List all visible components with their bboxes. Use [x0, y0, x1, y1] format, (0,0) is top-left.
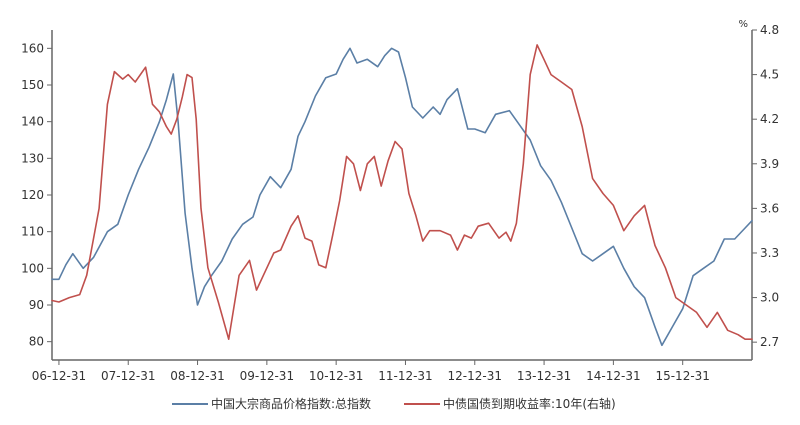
- left-axis-tick-label: 160: [21, 41, 44, 55]
- axes-layer: %: [51, 19, 753, 361]
- x-axis-tick-label: 13-12-31: [517, 369, 571, 383]
- left-axis-tick-label: 80: [29, 335, 44, 349]
- right-axis-tick-label: 4.5: [760, 68, 779, 82]
- x-axis-tick-label: 08-12-31: [170, 369, 224, 383]
- right-axis-unit-label: %: [738, 19, 748, 30]
- right-axis-tick-label: 3.0: [760, 291, 779, 305]
- left-axis-tick-label: 140: [21, 115, 44, 129]
- right-axis-tick-label: 3.9: [760, 157, 779, 171]
- right-axis-tick-label: 3.6: [760, 201, 779, 215]
- right-axis-tick-label: 4.2: [760, 112, 779, 126]
- left-axis-tick-label: 130: [21, 151, 44, 165]
- legend-label-bond-yield: 中债国债到期收益率:10年(右轴): [443, 396, 616, 411]
- left-axis-tick-label: 120: [21, 188, 44, 202]
- x-axis-tick-label: 15-12-31: [655, 369, 709, 383]
- x-axis-tick-label: 10-12-31: [309, 369, 363, 383]
- x-axis-tick-label: 11-12-31: [378, 369, 432, 383]
- ticks-layer: 80 90 100 110 120 130 140 150 160 2.7 3.0 3.3 3.6 3.9…: [21, 23, 779, 383]
- legend: 中国大宗商品价格指数:总指数 中债国债到期收益率:10年(右轴): [172, 396, 616, 411]
- x-axis-tick-label: 06-12-31: [32, 369, 86, 383]
- series-line-bond-yield: [51, 44, 753, 341]
- right-axis-tick-label: 3.3: [760, 246, 779, 260]
- right-axis-tick-label: 4.8: [760, 23, 779, 37]
- series-line-commodity-index: [51, 47, 753, 347]
- x-axis-tick-label: 07-12-31: [101, 369, 155, 383]
- x-axis-tick-label: 09-12-31: [240, 369, 294, 383]
- right-axis-tick-label: 2.7: [760, 335, 779, 349]
- series-layer: [51, 44, 753, 347]
- x-axis-tick-label: 12-12-31: [448, 369, 502, 383]
- left-axis-tick-label: 90: [29, 298, 44, 312]
- left-axis-tick-label: 110: [21, 225, 44, 239]
- x-axis-tick-label: 14-12-31: [586, 369, 640, 383]
- left-axis-tick-label: 100: [21, 261, 44, 275]
- left-axis-tick-label: 150: [21, 78, 44, 92]
- legend-label-commodity: 中国大宗商品价格指数:总指数: [211, 396, 371, 411]
